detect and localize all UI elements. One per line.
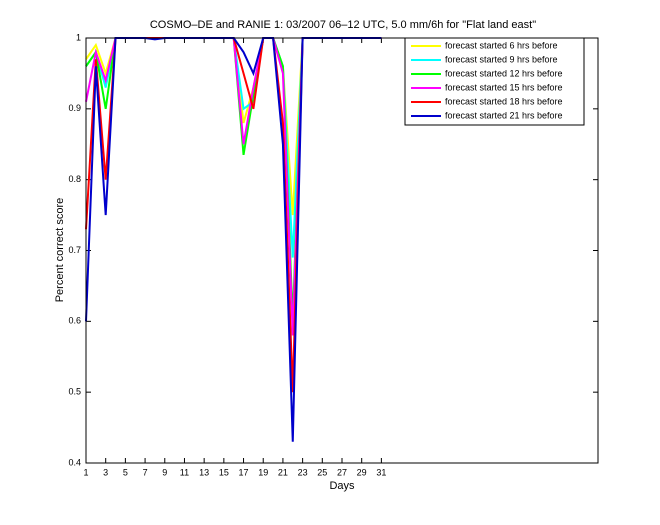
legend-label: forecast started 18 hrs before bbox=[445, 96, 563, 106]
legend-label: forecast started 15 hrs before bbox=[445, 82, 563, 92]
chart-title: COSMO–DE and RANIE 1: 03/2007 06–12 UTC,… bbox=[150, 19, 536, 31]
x-tick-label: 21 bbox=[278, 467, 288, 477]
legend-label: forecast started 9 hrs before bbox=[445, 54, 558, 64]
y-tick-label: 0.6 bbox=[68, 316, 81, 326]
x-tick-label: 3 bbox=[103, 467, 108, 477]
x-axis-label: Days bbox=[329, 480, 355, 492]
plot-frame bbox=[85, 37, 599, 464]
legend: forecast started 6 hrs before forecast st… bbox=[404, 37, 585, 126]
y-tick-label: 1 bbox=[76, 32, 81, 42]
x-tick-label: 29 bbox=[357, 467, 367, 477]
x-tick-label: 7 bbox=[143, 467, 148, 477]
x-tick-label: 9 bbox=[162, 467, 167, 477]
x-tick-label: 19 bbox=[258, 467, 268, 477]
y-tick-label: 0.8 bbox=[68, 174, 81, 184]
legend-box bbox=[404, 37, 585, 126]
x-tick-label: 13 bbox=[199, 467, 209, 477]
legend-label: forecast started 12 hrs before bbox=[445, 68, 563, 78]
y-tick-label: 0.7 bbox=[68, 245, 81, 255]
y-tick-label: 0.5 bbox=[68, 387, 81, 397]
x-tick-label: 25 bbox=[317, 467, 327, 477]
x-tick-label: 1 bbox=[83, 467, 88, 477]
y-tick-label: 0.4 bbox=[68, 457, 81, 467]
x-tick-label: 5 bbox=[123, 467, 128, 477]
y-tick-label: 0.9 bbox=[68, 103, 81, 113]
x-tick-label: 31 bbox=[376, 467, 386, 477]
x-tick-label: 11 bbox=[180, 467, 189, 477]
x-tick-label: 17 bbox=[239, 467, 249, 477]
legend-label: forecast started 6 hrs before bbox=[445, 40, 558, 50]
y-axis-label: Percent correct score bbox=[54, 198, 66, 303]
x-tick-label: 23 bbox=[298, 467, 308, 477]
x-tick-label: 27 bbox=[337, 467, 347, 477]
x-tick-label: 15 bbox=[219, 467, 229, 477]
legend-label: forecast started 21 hrs before bbox=[445, 110, 563, 120]
